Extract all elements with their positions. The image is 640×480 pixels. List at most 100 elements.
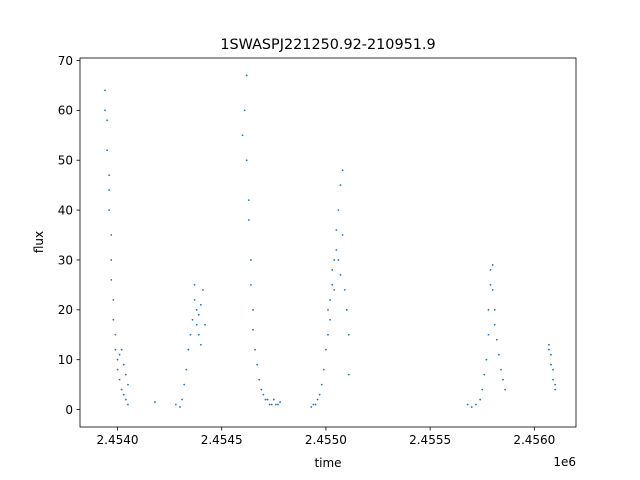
data-point <box>347 373 350 376</box>
data-point <box>112 318 115 321</box>
data-point <box>120 348 123 351</box>
data-point <box>204 323 206 326</box>
data-point <box>268 403 271 406</box>
data-point <box>174 403 177 406</box>
data-point <box>110 278 113 281</box>
data-point <box>254 348 256 351</box>
data-point <box>262 393 265 396</box>
data-point <box>106 119 108 122</box>
data-point <box>552 368 554 371</box>
data-point <box>483 373 486 376</box>
data-point <box>114 348 117 351</box>
chart-title: 1SWASPJ221250.92-210951.9 <box>220 37 435 53</box>
data-point <box>197 313 200 316</box>
y-axis: 0 10 20 30 40 50 60 70 <box>58 54 80 417</box>
x-tick-label: 2.4560 <box>513 433 555 447</box>
x-tick-label: 2.4555 <box>409 433 451 447</box>
y-tick-label: 10 <box>58 353 73 367</box>
y-tick-label: 50 <box>58 154 73 168</box>
data-point <box>197 333 200 336</box>
data-point <box>318 393 321 396</box>
data-point <box>108 174 111 177</box>
data-point <box>116 368 119 371</box>
y-tick-label: 70 <box>58 54 73 68</box>
plot-frame <box>79 57 577 428</box>
data-point <box>260 388 263 391</box>
data-point <box>120 388 123 391</box>
data-point <box>329 318 331 321</box>
data-point <box>341 234 344 236</box>
data-point <box>312 403 315 406</box>
data-point <box>191 318 194 321</box>
data-point <box>199 303 202 306</box>
data-point <box>256 363 259 366</box>
data-point <box>339 184 342 187</box>
data-point <box>491 288 494 291</box>
data-point <box>316 398 319 401</box>
x-tick-label: 2.4540 <box>97 433 139 447</box>
data-point <box>195 323 198 326</box>
data-point <box>110 234 113 236</box>
data-point <box>493 308 496 311</box>
data-point <box>470 406 473 408</box>
data-point <box>327 333 329 336</box>
data-point <box>504 388 507 391</box>
data-point <box>333 259 336 261</box>
data-point <box>106 149 108 152</box>
data-point <box>266 398 269 401</box>
data-point <box>487 333 490 336</box>
data-point <box>189 333 192 336</box>
data-point <box>154 401 156 403</box>
data-point <box>554 388 557 391</box>
x-axis-offset-label: 1e6 <box>553 455 576 469</box>
data-point <box>199 343 202 346</box>
data-point <box>485 358 488 361</box>
data-point <box>193 298 196 301</box>
x-axis-label: time <box>314 456 341 470</box>
data-point <box>183 383 186 386</box>
data-point <box>245 74 248 77</box>
data-point <box>335 249 338 251</box>
data-point <box>247 199 250 202</box>
data-point <box>481 388 484 391</box>
data-point <box>122 363 125 366</box>
data-point <box>124 373 127 376</box>
data-point <box>331 283 334 286</box>
data-point <box>264 398 267 401</box>
data-point <box>274 403 277 406</box>
data-point <box>333 288 336 291</box>
data-point <box>127 383 129 386</box>
data-point <box>127 403 129 406</box>
data-point <box>114 333 117 336</box>
data-point <box>341 169 344 172</box>
data-point <box>181 398 184 401</box>
data-point <box>241 134 244 137</box>
data-point <box>497 353 500 356</box>
data-point <box>325 348 327 351</box>
data-point <box>247 219 250 221</box>
data-point <box>493 323 496 326</box>
data-point <box>475 403 477 406</box>
data-point <box>552 378 554 381</box>
data-point <box>550 353 552 356</box>
data-point <box>337 209 340 211</box>
data-point <box>343 288 346 291</box>
data-point <box>108 189 111 192</box>
data-point <box>554 383 557 386</box>
scatter-points <box>104 74 557 408</box>
data-point <box>337 259 340 261</box>
y-tick-label: 0 <box>65 403 73 417</box>
data-point <box>310 406 313 408</box>
data-point <box>270 403 273 406</box>
data-point <box>122 393 125 396</box>
data-point <box>124 398 127 401</box>
y-tick-label: 60 <box>58 104 73 118</box>
data-point <box>320 383 323 386</box>
data-point <box>277 403 279 406</box>
data-point <box>193 283 196 286</box>
x-tick-label: 2.4545 <box>201 433 243 447</box>
y-tick-label: 40 <box>58 203 73 217</box>
data-point <box>491 264 494 266</box>
